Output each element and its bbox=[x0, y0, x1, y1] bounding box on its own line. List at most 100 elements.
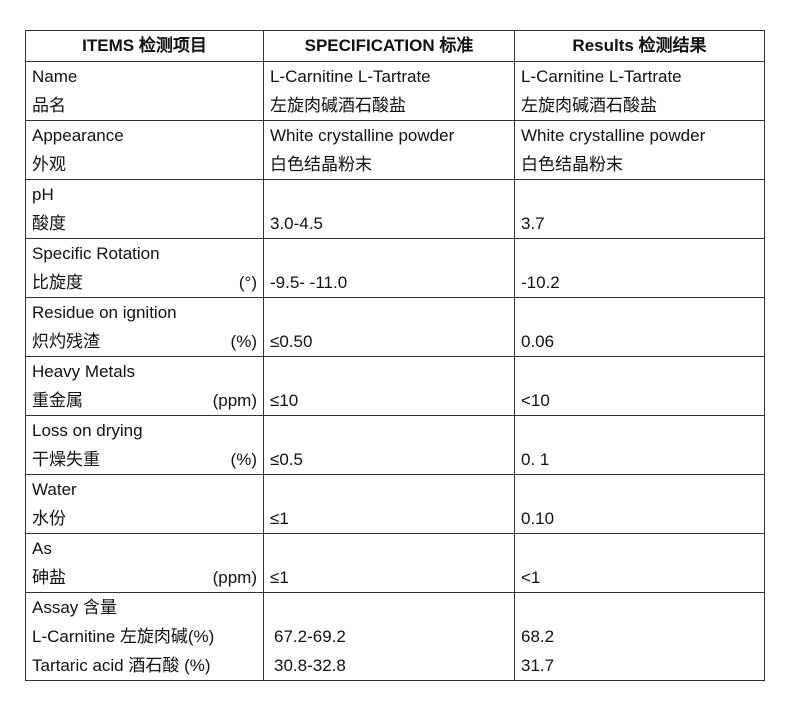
item-unit: (ppm) bbox=[212, 568, 257, 587]
result-line bbox=[521, 239, 758, 268]
item-name: pH bbox=[32, 185, 54, 204]
result-line: 0. 1 bbox=[521, 450, 550, 469]
assay-result-cell: 68.2 31.7 bbox=[514, 592, 765, 681]
spec-line bbox=[270, 416, 508, 445]
item-name-cn: 重金属 bbox=[32, 391, 83, 410]
spec-line bbox=[270, 534, 508, 563]
item-cell: Residue on ignition 炽灼残渣 (%) bbox=[25, 297, 264, 357]
result-line: <1 bbox=[521, 568, 541, 587]
assay-row: Assay 含量 L-Carnitine 左旋肉碱(%) Tartaric acid… bbox=[25, 592, 765, 681]
spec-cell: ≤0.5 bbox=[263, 415, 515, 475]
item-cell: Appearance 外观 bbox=[25, 120, 264, 180]
result-cell: White crystalline powder 白色结晶粉末 bbox=[514, 120, 765, 180]
result-cell: <10 bbox=[514, 356, 765, 416]
spec-line: 白色结晶粉末 bbox=[270, 155, 372, 174]
table-row: Name 品名 L-Carnitine L-Tartrate 左旋肉碱酒石酸盐 L… bbox=[25, 61, 765, 121]
item-name: As bbox=[32, 539, 52, 558]
item-name-cn: 外观 bbox=[32, 155, 66, 174]
item-name: Water bbox=[32, 480, 77, 499]
result-cell: -10.2 bbox=[514, 238, 765, 298]
table-row: As 砷盐 (ppm) ≤1 <1 bbox=[25, 533, 765, 593]
spec-line: ≤1 bbox=[270, 509, 289, 528]
result-line bbox=[521, 416, 758, 445]
item-name: Heavy Metals bbox=[32, 362, 135, 381]
assay-item-cell: Assay 含量 L-Carnitine 左旋肉碱(%) Tartaric acid… bbox=[25, 592, 264, 681]
item-cell: As 砷盐 (ppm) bbox=[25, 533, 264, 593]
spec-cell: 3.0-4.5 bbox=[263, 179, 515, 239]
assay-label: L-Carnitine 左旋肉碱(%) bbox=[32, 627, 215, 646]
table-row: Heavy Metals 重金属 (ppm) ≤10 <10 bbox=[25, 356, 765, 416]
spec-line bbox=[270, 298, 508, 327]
result-line: 左旋肉碱酒石酸盐 bbox=[521, 96, 657, 115]
table-row: Water 水份 ≤1 0.10 bbox=[25, 474, 765, 534]
spec-cell: ≤1 bbox=[263, 533, 515, 593]
assay-label: Tartaric acid 酒石酸 (%) bbox=[32, 656, 211, 675]
spec-line bbox=[270, 239, 508, 268]
spec-cell: ≤0.50 bbox=[263, 297, 515, 357]
assay-result: 68.2 bbox=[521, 627, 555, 646]
result-cell: 0. 1 bbox=[514, 415, 765, 475]
result-cell: L-Carnitine L-Tartrate 左旋肉碱酒石酸盐 bbox=[514, 61, 765, 121]
item-cell: pH 酸度 bbox=[25, 179, 264, 239]
item-name-cn: 炽灼残渣 bbox=[32, 332, 100, 351]
item-name: Specific Rotation bbox=[32, 244, 160, 263]
result-line bbox=[521, 475, 758, 504]
item-name: Name bbox=[32, 67, 78, 86]
result-cell: 0.10 bbox=[514, 474, 765, 534]
spec-line: 3.0-4.5 bbox=[270, 214, 323, 233]
item-name: Residue on ignition bbox=[32, 303, 177, 322]
result-line bbox=[521, 534, 758, 563]
assay-title: Assay 含量 bbox=[32, 598, 118, 617]
spec-line: 左旋肉碱酒石酸盐 bbox=[270, 96, 406, 115]
spec-line: ≤0.50 bbox=[270, 332, 313, 351]
table-row: Loss on drying 干燥失重 (%) ≤0.5 0. 1 bbox=[25, 415, 765, 475]
item-name: Appearance bbox=[32, 126, 124, 145]
spec-cell: White crystalline powder 白色结晶粉末 bbox=[263, 120, 515, 180]
item-name-cn: 比旋度 bbox=[32, 273, 83, 292]
item-unit: (%) bbox=[230, 450, 257, 469]
assay-result: 31.7 bbox=[521, 656, 555, 675]
table-row: pH 酸度 3.0-4.5 3.7 bbox=[25, 179, 765, 239]
item-cell: Heavy Metals 重金属 (ppm) bbox=[25, 356, 264, 416]
item-name-cn: 水份 bbox=[32, 509, 66, 528]
result-line: -10.2 bbox=[521, 273, 560, 292]
spec-cell: ≤10 bbox=[263, 356, 515, 416]
result-cell: <1 bbox=[514, 533, 765, 593]
result-line: 0.10 bbox=[521, 509, 555, 528]
spec-line: ≤0.5 bbox=[270, 450, 303, 469]
item-cell: Specific Rotation 比旋度 (°) bbox=[25, 238, 264, 298]
spec-line bbox=[270, 357, 508, 386]
result-line: L-Carnitine L-Tartrate bbox=[521, 67, 682, 86]
result-cell: 3.7 bbox=[514, 179, 765, 239]
assay-spec: 67.2-69.2 bbox=[274, 627, 346, 646]
item-cell: Name 品名 bbox=[25, 61, 264, 121]
item-cell: Loss on drying 干燥失重 (%) bbox=[25, 415, 264, 475]
table-row: Specific Rotation 比旋度 (°) -9.5- -11.0 -10… bbox=[25, 238, 765, 298]
spec-line: ≤1 bbox=[270, 568, 289, 587]
item-name-cn: 品名 bbox=[32, 96, 66, 115]
item-unit: (°) bbox=[238, 273, 257, 292]
result-line: 3.7 bbox=[521, 214, 545, 233]
header-specification: SPECIFICATION 标准 bbox=[263, 30, 515, 62]
spec-line: ≤10 bbox=[270, 391, 299, 410]
table-row: Residue on ignition 炽灼残渣 (%) ≤0.50 0.06 bbox=[25, 297, 765, 357]
result-line bbox=[521, 298, 758, 327]
spec-cell: L-Carnitine L-Tartrate 左旋肉碱酒石酸盐 bbox=[263, 61, 515, 121]
result-line: 白色结晶粉末 bbox=[521, 155, 623, 174]
table-row: Appearance 外观 White crystalline powder 白色… bbox=[25, 120, 765, 180]
result-line bbox=[521, 180, 758, 209]
assay-spec: 30.8-32.8 bbox=[274, 656, 346, 675]
item-unit: (%) bbox=[230, 332, 257, 351]
item-name-cn: 酸度 bbox=[32, 214, 66, 233]
item-name: Loss on drying bbox=[32, 421, 143, 440]
result-line bbox=[521, 357, 758, 386]
spec-cell: ≤1 bbox=[263, 474, 515, 534]
result-line: 0.06 bbox=[521, 332, 555, 351]
result-cell: 0.06 bbox=[514, 297, 765, 357]
header-items: ITEMS 检测项目 bbox=[25, 30, 264, 62]
spec-line bbox=[270, 475, 508, 504]
spec-line: White crystalline powder bbox=[270, 126, 455, 145]
result-line: <10 bbox=[521, 391, 550, 410]
spec-line bbox=[270, 180, 508, 209]
item-name-cn: 砷盐 bbox=[32, 568, 66, 587]
